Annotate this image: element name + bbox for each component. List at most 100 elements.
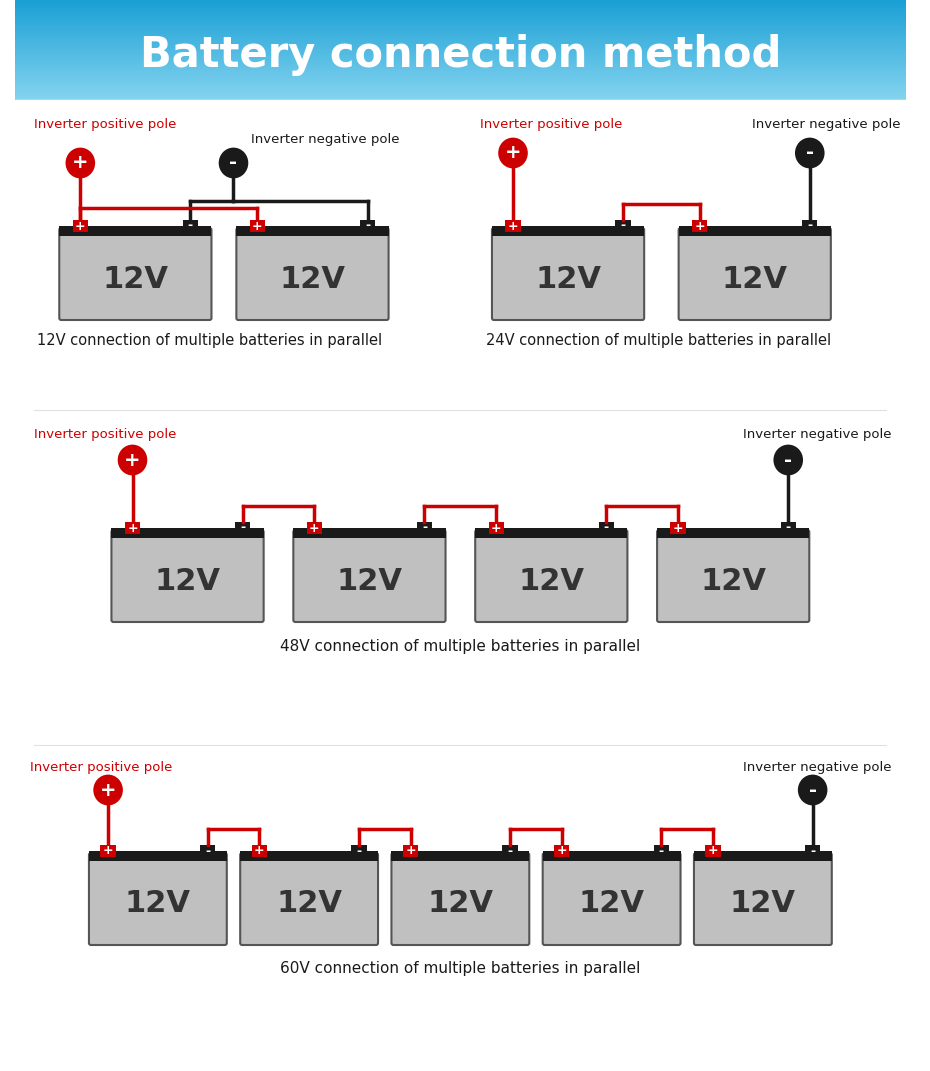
FancyBboxPatch shape (694, 853, 831, 945)
Text: +: + (405, 845, 416, 858)
Text: 12V: 12V (700, 567, 766, 595)
Bar (235, 522, 250, 534)
Circle shape (499, 139, 526, 167)
Text: 24V connection of multiple batteries in parallel: 24V connection of multiple batteries in … (486, 333, 831, 348)
Text: -: - (786, 522, 790, 534)
Bar (694, 851, 831, 861)
Bar (599, 522, 614, 534)
Text: 12V: 12V (722, 265, 788, 293)
Circle shape (220, 149, 246, 177)
Text: Inverter negative pole: Inverter negative pole (743, 761, 891, 774)
Bar (417, 522, 432, 534)
Bar (488, 522, 504, 534)
Bar (658, 528, 809, 538)
Text: -: - (620, 220, 626, 232)
Text: 12V: 12V (125, 890, 191, 919)
Bar (240, 851, 378, 861)
Text: 12V: 12V (102, 265, 168, 293)
Text: +: + (75, 220, 86, 232)
Text: -: - (784, 451, 792, 469)
Text: 12V: 12V (337, 567, 403, 595)
Text: 60V connection of multiple batteries in parallel: 60V connection of multiple batteries in … (280, 962, 641, 977)
Bar (492, 226, 644, 236)
Text: +: + (125, 451, 140, 469)
Text: +: + (309, 522, 320, 534)
Text: +: + (100, 781, 116, 799)
Bar (89, 851, 227, 861)
Text: -: - (805, 144, 814, 163)
FancyBboxPatch shape (492, 228, 644, 320)
FancyBboxPatch shape (543, 853, 681, 945)
Bar (616, 220, 631, 232)
Circle shape (95, 776, 122, 804)
Text: Inverter negative pole: Inverter negative pole (743, 428, 891, 441)
Text: -: - (422, 522, 427, 534)
Bar (780, 522, 796, 534)
Text: 12V: 12V (428, 890, 494, 919)
Text: Inverter positive pole: Inverter positive pole (480, 118, 622, 131)
Bar (100, 845, 115, 857)
Text: +: + (672, 522, 684, 534)
Circle shape (775, 446, 802, 474)
Text: -: - (508, 845, 512, 858)
Text: Inverter negative pole: Inverter negative pole (251, 133, 399, 146)
Text: -: - (809, 781, 817, 799)
Bar (805, 845, 820, 857)
Text: Inverter positive pole: Inverter positive pole (34, 118, 177, 131)
FancyBboxPatch shape (236, 228, 389, 320)
Text: 48V connection of multiple batteries in parallel: 48V connection of multiple batteries in … (280, 638, 641, 653)
Bar (73, 220, 88, 232)
Text: -: - (807, 220, 812, 232)
FancyBboxPatch shape (658, 530, 809, 622)
FancyBboxPatch shape (89, 853, 227, 945)
Text: 12V: 12V (518, 567, 584, 595)
FancyBboxPatch shape (475, 530, 628, 622)
Bar (671, 522, 685, 534)
Circle shape (796, 139, 823, 167)
Bar (200, 845, 216, 857)
Text: +: + (73, 153, 88, 172)
Bar (654, 845, 669, 857)
Bar (112, 528, 263, 538)
Bar (360, 220, 375, 232)
Bar (60, 226, 211, 236)
Bar (293, 528, 445, 538)
Text: 12V: 12V (578, 890, 644, 919)
Bar (692, 220, 708, 232)
Bar (505, 220, 521, 232)
Text: -: - (356, 845, 362, 858)
Text: 12V: 12V (276, 890, 342, 919)
Bar (802, 220, 817, 232)
FancyBboxPatch shape (240, 853, 378, 945)
Bar (125, 522, 140, 534)
Bar (475, 528, 628, 538)
Text: 12V: 12V (154, 567, 220, 595)
Text: +: + (505, 144, 522, 163)
Text: +: + (556, 845, 567, 858)
Text: 12V: 12V (535, 265, 601, 293)
FancyBboxPatch shape (293, 530, 445, 622)
Text: +: + (491, 522, 501, 534)
Text: -: - (365, 220, 370, 232)
Text: +: + (695, 220, 705, 232)
Text: -: - (230, 153, 237, 172)
Circle shape (67, 149, 94, 177)
Text: -: - (604, 522, 609, 534)
Text: Inverter negative pole: Inverter negative pole (752, 118, 901, 131)
Text: +: + (254, 845, 265, 858)
Bar (307, 522, 322, 534)
Text: Inverter positive pole: Inverter positive pole (30, 761, 172, 774)
Text: +: + (103, 845, 113, 858)
Text: -: - (206, 845, 210, 858)
Bar (403, 845, 418, 857)
Bar (250, 220, 265, 232)
Text: 12V: 12V (730, 890, 796, 919)
FancyBboxPatch shape (679, 228, 830, 320)
Text: +: + (252, 220, 263, 232)
Bar (502, 845, 518, 857)
Text: 12V connection of multiple batteries in parallel: 12V connection of multiple batteries in … (37, 333, 382, 348)
Bar (543, 851, 681, 861)
Circle shape (119, 446, 146, 474)
Text: -: - (188, 220, 193, 232)
Bar (236, 226, 389, 236)
